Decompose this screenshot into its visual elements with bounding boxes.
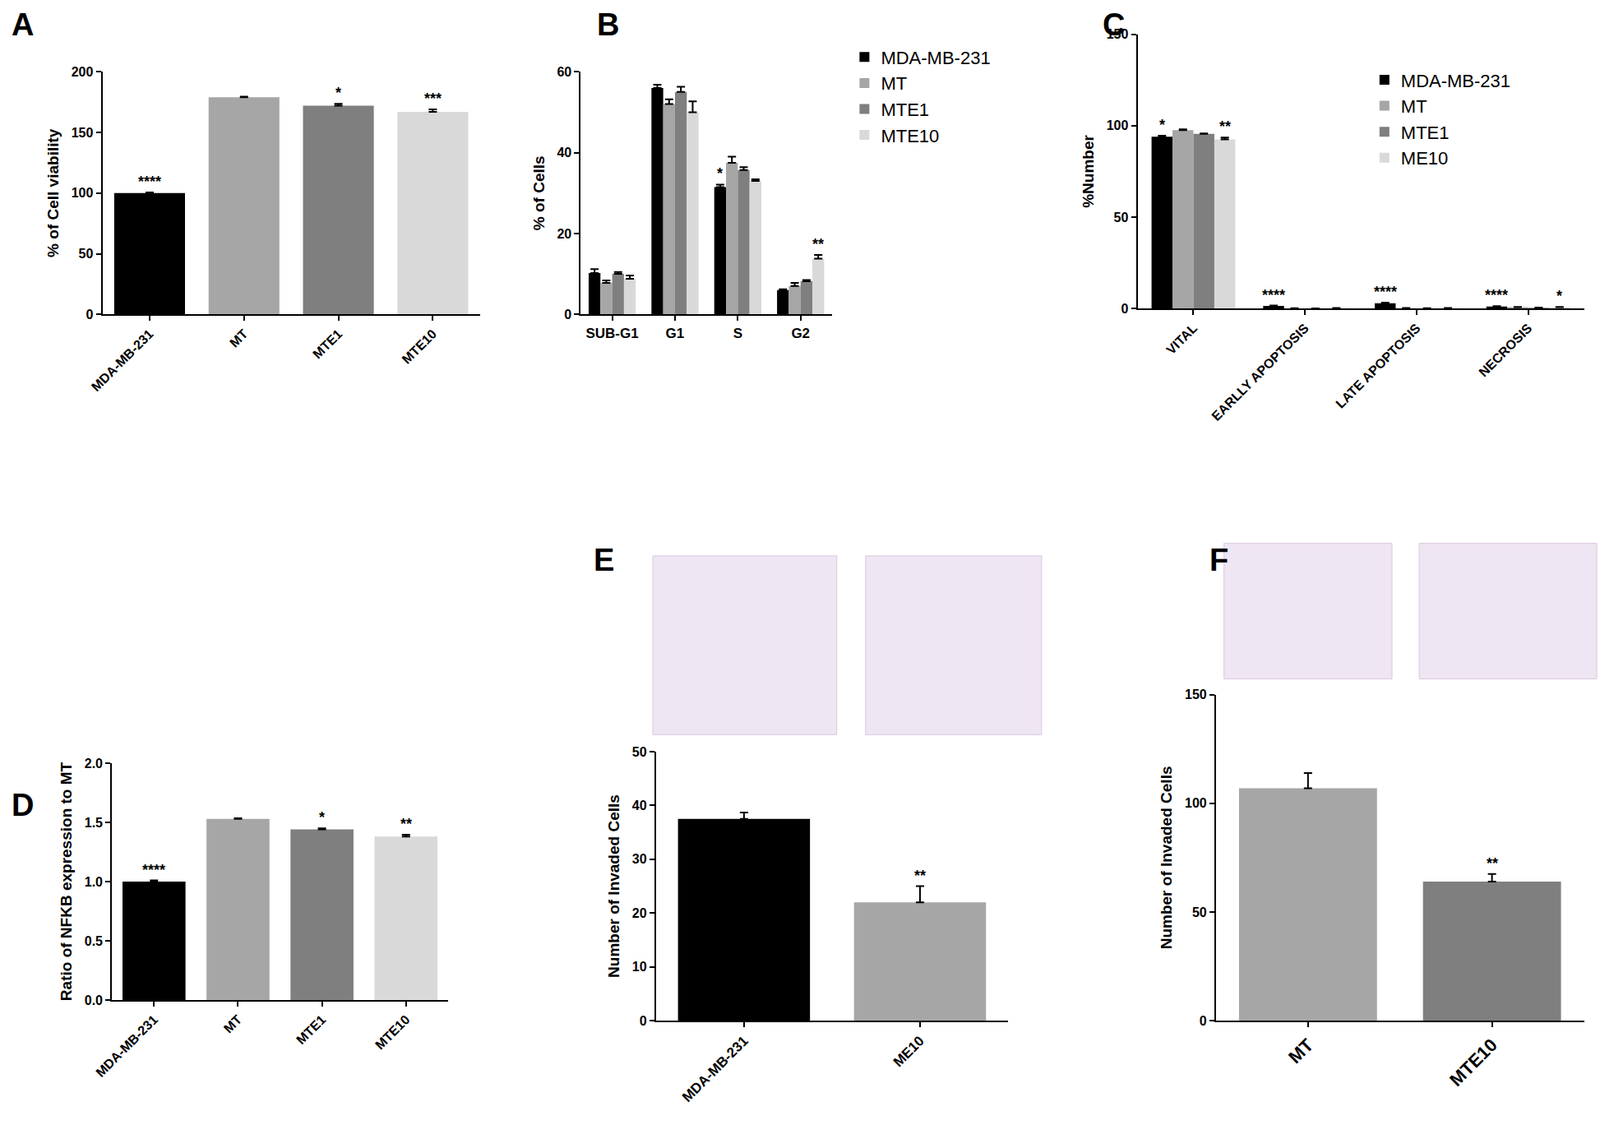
svg-text:40: 40: [632, 798, 648, 813]
svg-text:SUB-G1: SUB-G1: [585, 325, 639, 342]
svg-text:200: 200: [71, 64, 94, 79]
svg-text:C: C: [1102, 7, 1125, 42]
svg-text:*: *: [335, 84, 342, 102]
svg-text:% of Cells: % of Cells: [530, 155, 548, 231]
svg-text:LATE APOPTOSIS: LATE APOPTOSIS: [1332, 320, 1423, 411]
svg-text:ME10: ME10: [890, 1032, 928, 1070]
svg-text:MT: MT: [1284, 1034, 1318, 1069]
svg-text:50: 50: [78, 246, 94, 261]
svg-text:MDA-MB-231: MDA-MB-231: [880, 47, 990, 69]
svg-text:0.5: 0.5: [84, 934, 103, 948]
svg-text:**: **: [914, 867, 926, 884]
svg-text:MTE10: MTE10: [399, 326, 440, 367]
svg-text:MT: MT: [880, 73, 907, 94]
svg-text:20: 20: [632, 906, 648, 921]
svg-text:MTE1: MTE1: [309, 326, 345, 361]
svg-text:30: 30: [632, 851, 648, 866]
svg-text:%Number: %Number: [1079, 134, 1097, 208]
svg-text:100: 100: [71, 185, 94, 200]
svg-text:VITAL: VITAL: [1163, 320, 1200, 357]
svg-text:**: **: [812, 235, 824, 253]
svg-text:100: 100: [1184, 795, 1207, 810]
svg-text:MTE1: MTE1: [1401, 122, 1450, 144]
svg-text:MTE10: MTE10: [880, 125, 939, 147]
svg-text:50: 50: [1114, 210, 1129, 225]
svg-text:MTE1: MTE1: [880, 99, 930, 121]
svg-text:1.5: 1.5: [84, 815, 103, 830]
svg-text:**: **: [1486, 855, 1499, 872]
svg-text:G2: G2: [790, 325, 810, 342]
svg-text:20: 20: [556, 226, 572, 241]
svg-text:0.0: 0.0: [84, 993, 103, 1008]
svg-text:EARLLY APOPTOSIS: EARLLY APOPTOSIS: [1208, 320, 1312, 424]
svg-text:**: **: [400, 815, 412, 833]
svg-text:E: E: [593, 542, 615, 578]
svg-text:MT: MT: [1401, 96, 1428, 117]
svg-text:150: 150: [1106, 27, 1129, 42]
svg-text:*: *: [1556, 287, 1563, 305]
svg-text:50: 50: [632, 744, 648, 759]
svg-text:100: 100: [1106, 118, 1129, 133]
svg-text:****: ****: [142, 861, 166, 879]
svg-text:0: 0: [564, 307, 572, 322]
svg-text:150: 150: [71, 125, 94, 140]
svg-text:****: ****: [1373, 283, 1397, 301]
svg-text:ME10: ME10: [1401, 147, 1448, 169]
svg-text:MDA-MB-231: MDA-MB-231: [88, 326, 157, 394]
svg-text:NECROSIS: NECROSIS: [1475, 320, 1535, 380]
svg-text:MDA-MB-231: MDA-MB-231: [92, 1012, 161, 1080]
svg-text:Ratio of NFKB expression to MT: Ratio of NFKB expression to MT: [57, 761, 75, 1001]
svg-text:MTE1: MTE1: [293, 1012, 329, 1047]
svg-text:1.0: 1.0: [84, 874, 103, 889]
svg-text:0: 0: [1199, 1013, 1207, 1028]
svg-text:***: ***: [424, 90, 442, 107]
svg-text:****: ****: [1262, 286, 1286, 304]
svg-text:40: 40: [556, 145, 572, 160]
svg-text:0: 0: [639, 1013, 648, 1028]
svg-text:****: ****: [138, 173, 162, 190]
svg-text:MTE10: MTE10: [372, 1012, 413, 1053]
svg-text:S: S: [733, 325, 743, 342]
svg-text:*: *: [716, 165, 723, 182]
svg-text:**: **: [1219, 118, 1231, 135]
svg-text:F: F: [1209, 542, 1229, 578]
svg-text:% of Cell viability: % of Cell viability: [44, 128, 62, 258]
svg-text:MT: MT: [226, 326, 251, 351]
svg-text:MDA-MB-231: MDA-MB-231: [1401, 70, 1511, 92]
svg-text:2.0: 2.0: [84, 756, 103, 771]
svg-text:0: 0: [1120, 301, 1129, 316]
svg-text:0: 0: [85, 307, 93, 322]
svg-text:MTE10: MTE10: [1445, 1034, 1502, 1091]
svg-text:10: 10: [632, 959, 648, 974]
svg-text:MDA-MB-231: MDA-MB-231: [679, 1032, 752, 1106]
svg-text:D: D: [11, 787, 34, 823]
svg-text:*: *: [1159, 116, 1166, 134]
svg-text:150: 150: [1184, 687, 1207, 702]
svg-text:B: B: [596, 7, 620, 42]
svg-text:MT: MT: [221, 1012, 246, 1036]
svg-text:60: 60: [556, 64, 572, 79]
svg-text:A: A: [11, 7, 34, 42]
svg-text:50: 50: [1192, 905, 1207, 920]
svg-text:****: ****: [1484, 286, 1508, 304]
svg-text:*: *: [319, 809, 325, 826]
svg-text:Number of Invaded Cells: Number of Invaded Cells: [1157, 766, 1175, 950]
svg-text:Number of Invaded Cells: Number of Invaded Cells: [605, 794, 623, 978]
svg-text:G1: G1: [665, 325, 685, 342]
